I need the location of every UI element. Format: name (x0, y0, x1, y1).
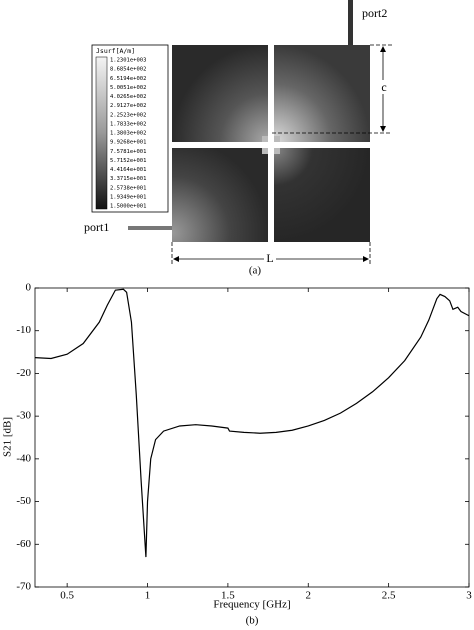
y-tick-label: -60 (16, 538, 31, 550)
x-axis-label: Frequency [GHz] (213, 599, 290, 611)
colorbar-label: 2.5738e+001 (110, 185, 146, 191)
y-tick-label: -10 (16, 324, 31, 336)
y-tick-label: 0 (26, 282, 32, 294)
y-tick-label: -70 (16, 581, 31, 593)
colorbar-title: Jsurf[A/m] (96, 47, 135, 55)
plot-frame (34, 287, 470, 588)
x-tick-label: 1.5 (221, 590, 235, 602)
colorbar-label: 4.4164e+001 (110, 167, 146, 173)
port2-feed (348, 0, 353, 45)
colorbar (95, 56, 108, 210)
colorbar-label: 6.5194e+002 (110, 76, 146, 82)
y-tick-label: -30 (16, 410, 31, 422)
data-line (34, 288, 470, 558)
colorbar-label: 7.5781e+001 (110, 149, 146, 155)
colorbar-label: 1.7833e+002 (110, 121, 146, 127)
label-bg (264, 252, 276, 266)
quadrant (172, 148, 268, 242)
x-tick-label: 1 (145, 590, 151, 602)
port2-label: port2 (362, 6, 387, 20)
x-tick-label: 0.5 (60, 590, 74, 602)
colorbar-label: 2.2523e+002 (110, 112, 146, 118)
quadrant (172, 45, 268, 142)
port1-label: port1 (84, 220, 109, 234)
colorbar-label: 8.6854e+002 (110, 67, 146, 73)
colorbar-label: 1.2301e+003 (110, 58, 146, 64)
colorbar-label: 5.7152e+001 (110, 158, 146, 164)
colorbar-label: 2.9127e+002 (110, 103, 146, 109)
colorbar-label: 1.3803e+002 (110, 131, 146, 137)
x-tick-label: 3 (466, 590, 472, 602)
gap (262, 142, 280, 148)
colorbar-label: 1.9349e+001 (110, 194, 146, 200)
y-tick-label: -50 (16, 495, 31, 507)
quadrant (274, 45, 370, 142)
colorbar-label: 9.9268e+001 (110, 140, 146, 146)
x-tick-label: 2 (306, 590, 312, 602)
colorbar-label: 5.0051e+002 (110, 85, 146, 91)
quadrant (274, 148, 370, 242)
colorbar-label: 4.0265e+002 (110, 94, 146, 100)
colorbar-label: 1.5000e+001 (110, 204, 146, 210)
port1-feed (128, 226, 172, 230)
dim-l-label: L (266, 251, 273, 265)
y-axis-label: S21 [dB] (2, 417, 14, 457)
colorbar-label: 3.3715e+001 (110, 176, 146, 182)
caption-b: (b) (246, 615, 259, 627)
y-tick-label: -40 (16, 452, 31, 464)
dim-c-label: c (381, 80, 386, 94)
caption-a: (a) (249, 265, 262, 277)
label-bg (378, 80, 390, 94)
y-tick-label: -20 (16, 367, 31, 379)
x-tick-label: 2.5 (382, 590, 396, 602)
